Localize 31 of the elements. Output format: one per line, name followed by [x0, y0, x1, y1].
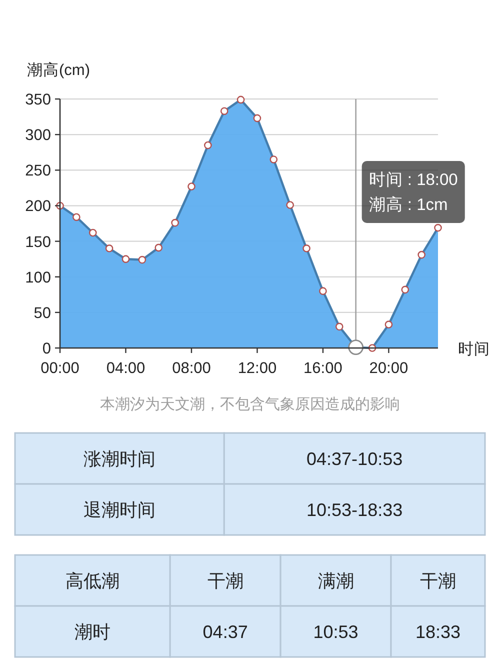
text: 干潮 [420, 571, 456, 591]
text: 干潮 [207, 571, 244, 591]
text: 涨潮时间 [84, 449, 156, 469]
text: 04:37-10:53 [306, 449, 403, 469]
text: 本潮汐为天文潮，不包含气象原因造成的影响 [100, 396, 400, 413]
y-tick-label: 350 [25, 92, 52, 108]
x-axis-title: 时间 [458, 340, 490, 358]
text: 高低潮 [66, 571, 120, 591]
y-tick-label: 200 [25, 198, 52, 216]
tooltip: 时间 : 18:00 潮高 : 1cm [362, 161, 465, 223]
x-tick-label: 20:00 [369, 360, 408, 377]
text: 退潮时间 [84, 500, 156, 520]
x-tick-label: 08:00 [172, 360, 212, 377]
text: 潮时 [74, 622, 111, 642]
x-tick-label: 00:00 [40, 360, 80, 377]
y-tick-label: 300 [25, 127, 52, 144]
y-tick-label: 150 [25, 234, 52, 251]
text: 18:33 [415, 622, 461, 642]
y-tick-label: 250 [25, 162, 52, 180]
x-tick-label: 16:00 [304, 360, 343, 377]
y-axis-title: 潮高(cm) [27, 61, 90, 79]
text: 满潮 [318, 571, 354, 591]
text: 04:37 [202, 622, 248, 642]
text: 10:53-18:33 [306, 500, 403, 520]
annotation: 时间 : 18:00 潮高 : 1cm [368, 171, 458, 214]
x-tick-label: 12:00 [238, 360, 277, 377]
x-tick-label: 04:00 [106, 360, 146, 377]
y-tick-label: 0 [42, 340, 52, 358]
y-tick-label: 100 [25, 269, 52, 286]
text: 10:53 [313, 622, 358, 642]
y-tick-label: 50 [34, 304, 52, 322]
